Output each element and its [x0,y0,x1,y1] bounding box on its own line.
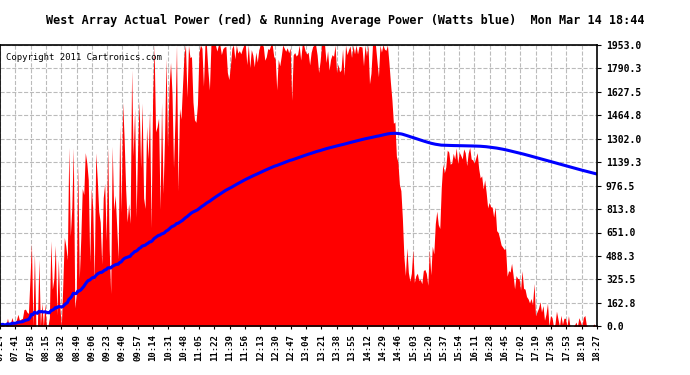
Text: West Array Actual Power (red) & Running Average Power (Watts blue)  Mon Mar 14 1: West Array Actual Power (red) & Running … [46,14,644,27]
Text: Copyright 2011 Cartronics.com: Copyright 2011 Cartronics.com [6,54,162,62]
